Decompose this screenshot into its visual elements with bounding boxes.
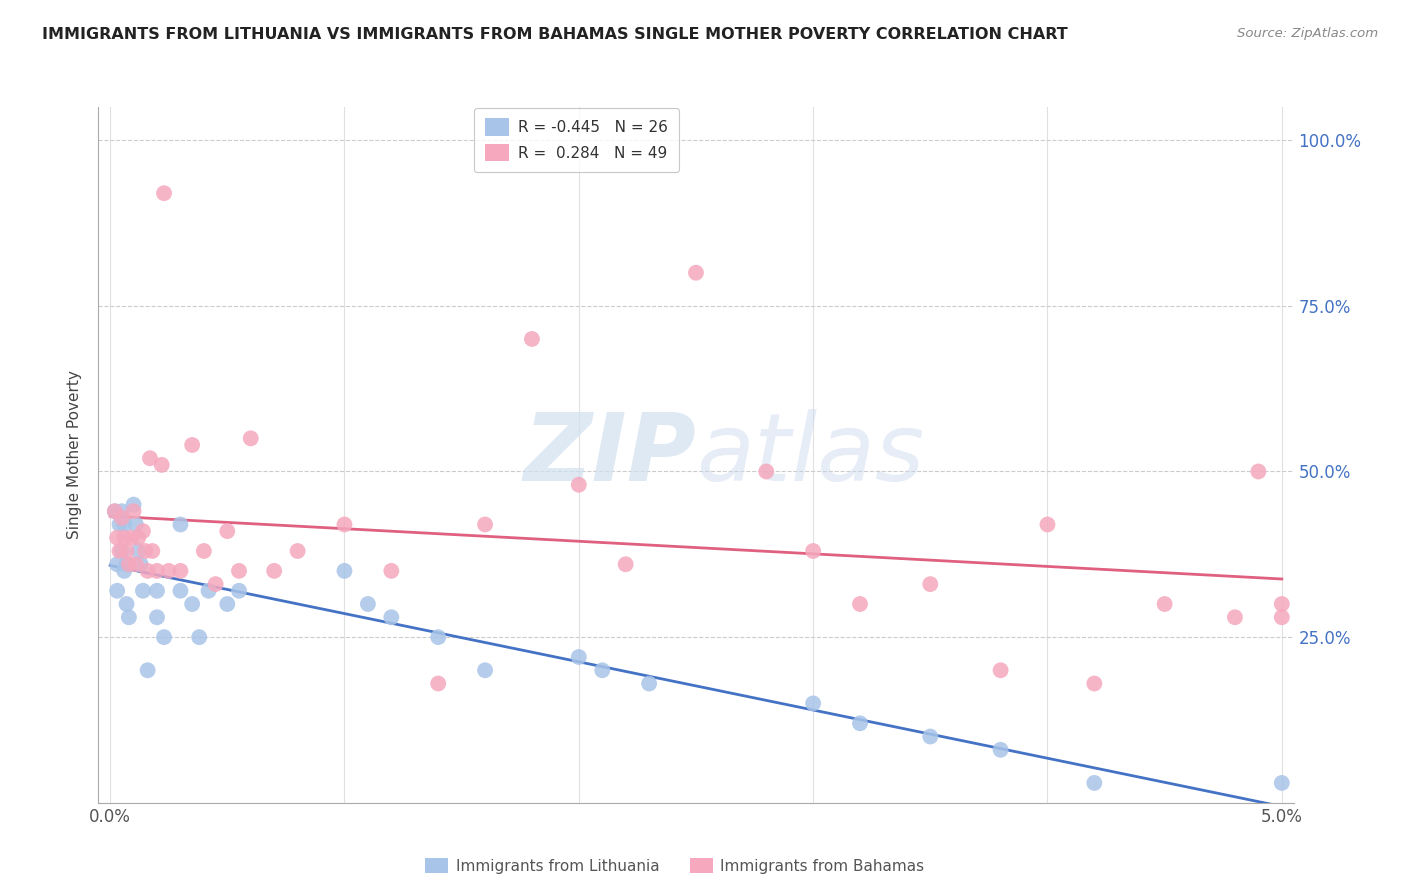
Text: Source: ZipAtlas.com: Source: ZipAtlas.com — [1237, 27, 1378, 40]
Point — [193, 544, 215, 558]
Point — [568, 477, 591, 491]
Legend: Immigrants from Lithuania, Immigrants from Bahamas: Immigrants from Lithuania, Immigrants fr… — [419, 852, 931, 880]
Point — [333, 517, 356, 532]
Point — [127, 531, 149, 545]
Point — [122, 498, 145, 512]
Point — [132, 583, 155, 598]
Point — [755, 465, 778, 479]
Point — [120, 531, 142, 545]
Point — [1271, 597, 1294, 611]
Point — [104, 504, 127, 518]
Point — [228, 583, 250, 598]
Point — [427, 676, 450, 690]
Point — [380, 610, 402, 624]
Point — [638, 676, 661, 690]
Point — [104, 504, 127, 518]
Point — [849, 597, 872, 611]
Point — [125, 517, 148, 532]
Point — [614, 558, 637, 572]
Point — [169, 517, 191, 532]
Point — [153, 186, 176, 201]
Point — [1083, 776, 1105, 790]
Point — [150, 458, 173, 472]
Point — [1271, 776, 1294, 790]
Point — [118, 558, 141, 572]
Text: atlas: atlas — [696, 409, 924, 500]
Point — [105, 558, 128, 572]
Point — [112, 564, 135, 578]
Point — [228, 564, 250, 578]
Point — [139, 451, 162, 466]
Point — [1036, 517, 1059, 532]
Point — [132, 524, 155, 538]
Point — [217, 524, 239, 538]
Point — [136, 663, 159, 677]
Point — [1271, 610, 1294, 624]
Point — [1247, 465, 1270, 479]
Point — [591, 663, 613, 677]
Point — [111, 511, 134, 525]
Point — [105, 583, 128, 598]
Point — [125, 558, 148, 572]
Point — [380, 564, 402, 578]
Point — [136, 564, 159, 578]
Point — [141, 544, 163, 558]
Point — [568, 650, 591, 665]
Point — [108, 544, 131, 558]
Point — [920, 730, 942, 744]
Point — [685, 266, 707, 280]
Point — [118, 610, 141, 624]
Point — [1223, 610, 1246, 624]
Point — [115, 544, 138, 558]
Point — [197, 583, 219, 598]
Point — [153, 630, 176, 644]
Point — [217, 597, 239, 611]
Point — [520, 332, 543, 346]
Text: IMMIGRANTS FROM LITHUANIA VS IMMIGRANTS FROM BAHAMAS SINGLE MOTHER POVERTY CORRE: IMMIGRANTS FROM LITHUANIA VS IMMIGRANTS … — [42, 27, 1069, 42]
Point — [849, 716, 872, 731]
Point — [127, 544, 149, 558]
Point — [169, 583, 191, 598]
Legend: R = -0.445   N = 26, R =  0.284   N = 49: R = -0.445 N = 26, R = 0.284 N = 49 — [474, 108, 679, 172]
Point — [263, 564, 285, 578]
Point — [108, 517, 131, 532]
Point — [239, 431, 262, 445]
Point — [112, 517, 135, 532]
Point — [181, 597, 204, 611]
Point — [129, 558, 152, 572]
Point — [287, 544, 309, 558]
Point — [188, 630, 211, 644]
Point — [122, 504, 145, 518]
Point — [115, 558, 138, 572]
Point — [990, 743, 1012, 757]
Point — [427, 630, 450, 644]
Point — [157, 564, 180, 578]
Point — [474, 517, 496, 532]
Point — [146, 583, 169, 598]
Point — [112, 531, 135, 545]
Point — [204, 577, 226, 591]
Y-axis label: Single Mother Poverty: Single Mother Poverty — [67, 370, 83, 540]
Point — [111, 544, 134, 558]
Point — [115, 597, 138, 611]
Point — [105, 531, 128, 545]
Point — [111, 504, 134, 518]
Point — [801, 697, 824, 711]
Point — [990, 663, 1012, 677]
Text: ZIP: ZIP — [523, 409, 696, 501]
Point — [169, 564, 191, 578]
Point — [357, 597, 380, 611]
Point — [1083, 676, 1105, 690]
Point — [134, 544, 156, 558]
Point — [920, 577, 942, 591]
Point — [801, 544, 824, 558]
Point — [474, 663, 496, 677]
Point — [181, 438, 204, 452]
Point — [146, 564, 169, 578]
Point — [146, 610, 169, 624]
Point — [333, 564, 356, 578]
Point — [1153, 597, 1175, 611]
